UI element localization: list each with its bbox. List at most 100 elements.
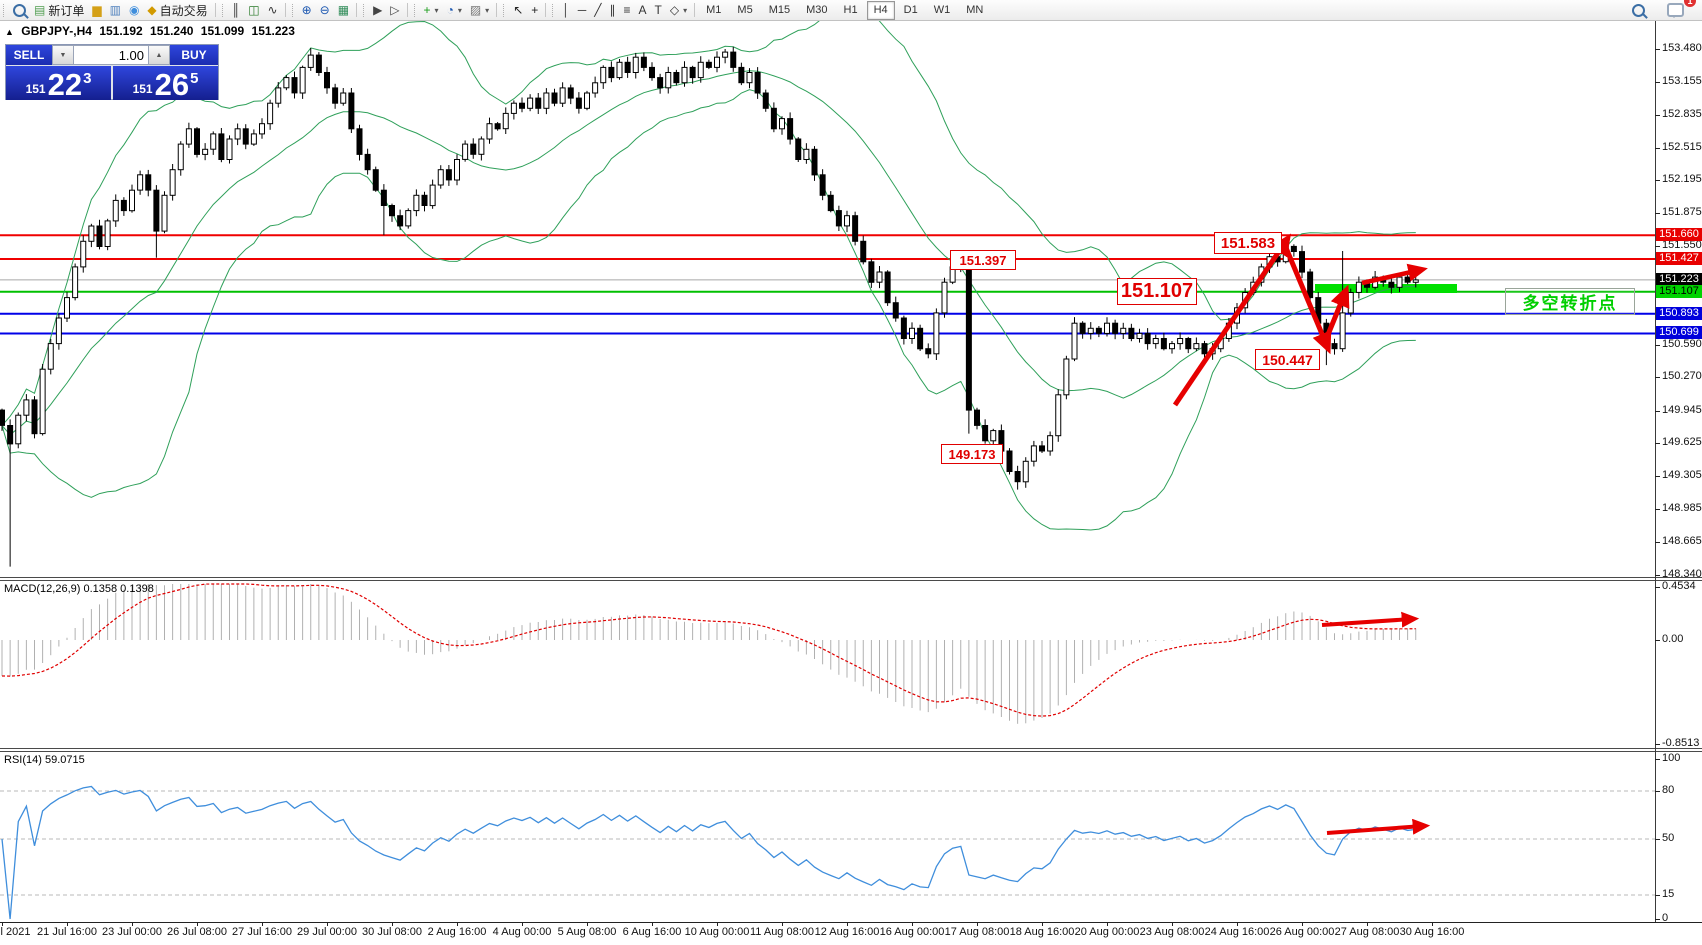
text-icon: A <box>638 3 647 17</box>
candlestick-button[interactable]: ◫ <box>244 1 263 19</box>
tile-windows-button[interactable]: ▦ <box>334 1 353 19</box>
time-axis-tick <box>1042 922 1043 926</box>
line-chart-button[interactable]: ∿ <box>264 1 282 19</box>
ohlc-close: 151.223 <box>251 24 295 38</box>
time-axis-tick <box>262 922 263 926</box>
new-order-button[interactable]: ▤ 新订单 <box>30 1 88 19</box>
toolbar-drag-handle[interactable] <box>221 3 225 17</box>
time-axis-label: 6 Aug 16:00 <box>622 926 682 938</box>
symbol-name: GBPJPY-,H4 <box>21 24 92 38</box>
auto-trading-button[interactable]: ◆ 自动交易 <box>143 1 211 19</box>
timeframe-m30-button[interactable]: M30 <box>806 3 828 16</box>
bar-chart-button[interactable]: ║ <box>228 1 245 19</box>
price-chart-canvas[interactable] <box>0 21 1655 577</box>
timeframe-m1-button[interactable]: M1 <box>706 3 722 16</box>
price-axis-label: 150.270 <box>1662 370 1702 382</box>
price-annotation-label: 150.447 <box>1255 349 1320 370</box>
timeframe-m5-button[interactable]: M5 <box>737 3 753 16</box>
toolbar-drag-handle[interactable] <box>3 3 6 17</box>
hline-button[interactable]: ─ <box>574 1 591 19</box>
chat-button[interactable]: 1 <box>1663 0 1696 19</box>
time-axis-tick <box>912 922 913 926</box>
timeframe-h1-button[interactable]: H1 <box>843 3 858 16</box>
sell-price-prefix: 151 <box>25 82 46 96</box>
gold-button[interactable]: ▆ <box>88 1 105 19</box>
templates-button[interactable]: ▨ ▾ <box>466 1 493 19</box>
magnifier-button[interactable] <box>9 1 30 19</box>
time-axis-label: 18 Aug 16:00 <box>1009 926 1075 938</box>
cursor-icon: ↖ <box>513 3 524 17</box>
signal-button[interactable]: ◉ <box>125 1 143 19</box>
pane-separator[interactable] <box>0 748 1702 749</box>
indicators-icon: + <box>423 3 431 17</box>
pane-separator[interactable] <box>0 580 1702 581</box>
shapes-button[interactable]: ◇ ▾ <box>666 1 691 19</box>
timeframe-w1-button[interactable]: W1 <box>933 3 951 16</box>
templates-icon: ▨ <box>469 3 482 17</box>
gold-icon: ▆ <box>92 3 102 17</box>
periods-button[interactable]: ◔ ▾ <box>443 1 466 19</box>
toolbar-right: 1 <box>1628 0 1702 19</box>
vline-button[interactable]: │ <box>558 1 574 19</box>
price-level-badge: 151.223 <box>1656 273 1702 286</box>
toolbar-drag-handle[interactable] <box>552 3 555 17</box>
auto-trading-label: 自动交易 <box>159 3 208 18</box>
macd-indicator-canvas[interactable] <box>0 581 1655 748</box>
main-toolbar: ▤ 新订单 ▆ ▥ ◉ ◆ 自动交易 ║ ◫ ∿ ⊕ ⊖ ▦ ▶ ▷ + ▾ ◔ ▾ ▨ ▾ ↖ + │ ─ ╱ ∥ ≡ A T ◇ ▾ M1… <box>0 0 1702 21</box>
auto-scroll-button[interactable]: ▶ <box>369 1 386 19</box>
pane-separator[interactable] <box>0 577 1702 578</box>
line-chart-icon: ∿ <box>267 3 278 17</box>
macd-axis-label: -0.8513 <box>1662 737 1700 749</box>
crosshair-button[interactable]: + <box>527 1 542 19</box>
cursor-button[interactable]: ↖ <box>509 1 527 19</box>
text-button[interactable]: A <box>635 1 651 19</box>
sell-price-display[interactable]: 151 22 3 <box>6 66 111 100</box>
toolbar-separator <box>214 3 216 17</box>
price-axis-tick <box>1655 148 1660 149</box>
price-axis-label: 148.340 <box>1662 568 1702 580</box>
rsi-indicator-canvas[interactable] <box>0 752 1655 922</box>
chart-shift-button[interactable]: ▷ <box>386 1 403 19</box>
price-axis-tick <box>1655 213 1660 214</box>
timeframe-h4-button[interactable]: H4 <box>866 0 895 20</box>
sell-button[interactable]: SELL <box>6 45 52 65</box>
time-axis-tick <box>327 922 328 926</box>
shapes-icon: ◇ <box>669 3 680 17</box>
price-axis-tick <box>1655 180 1660 181</box>
chart-window-button[interactable]: ▥ <box>106 1 125 19</box>
sell-price-big: 22 <box>47 67 83 102</box>
toolbar-drag-handle[interactable] <box>291 3 295 17</box>
volume-input[interactable] <box>74 45 148 65</box>
rsi-axis-tick <box>1655 919 1660 920</box>
zoom-in-button[interactable]: ⊕ <box>298 1 316 19</box>
volume-decrease-button[interactable]: ▼ <box>52 45 74 65</box>
buy-button[interactable]: BUY <box>170 45 218 65</box>
trendline-button[interactable]: ╱ <box>590 1 605 19</box>
pane-separator[interactable] <box>0 751 1702 752</box>
fibonacci-button[interactable]: ≡ <box>620 1 635 19</box>
collapse-arrow-icon[interactable]: ▲ <box>5 27 14 37</box>
chat-icon <box>1667 3 1684 18</box>
zoom-out-button[interactable]: ⊖ <box>316 1 334 19</box>
toolbar-drag-handle[interactable] <box>363 3 366 17</box>
label-button[interactable]: T <box>651 1 666 19</box>
search-button[interactable] <box>1628 1 1649 19</box>
notification-badge: 1 <box>1684 0 1696 7</box>
toolbar-drag-handle[interactable] <box>503 3 506 17</box>
ohlc-high: 151.240 <box>150 24 194 38</box>
buy-price-display[interactable]: 151 26 5 <box>113 66 218 100</box>
timeframe-m15-button[interactable]: M15 <box>768 3 791 16</box>
macd-axis-label: 0.00 <box>1662 633 1684 645</box>
time-axis-label: 27 Aug 08:00 <box>1334 926 1400 938</box>
channel-button[interactable]: ∥ <box>606 1 620 19</box>
time-axis-label: 26 Aug 00:00 <box>1269 926 1335 938</box>
buy-price-pip: 5 <box>190 70 199 87</box>
toolbar-drag-handle[interactable] <box>413 3 417 17</box>
timeframe-d1-button[interactable]: D1 <box>903 3 918 16</box>
dropdown-caret-icon: ▾ <box>485 5 490 15</box>
rsi-axis-tick <box>1655 895 1660 896</box>
indicators-button[interactable]: + ▾ <box>420 1 443 19</box>
timeframe-mn-button[interactable]: MN <box>966 3 984 16</box>
volume-increase-button[interactable]: ▲ <box>148 45 170 65</box>
